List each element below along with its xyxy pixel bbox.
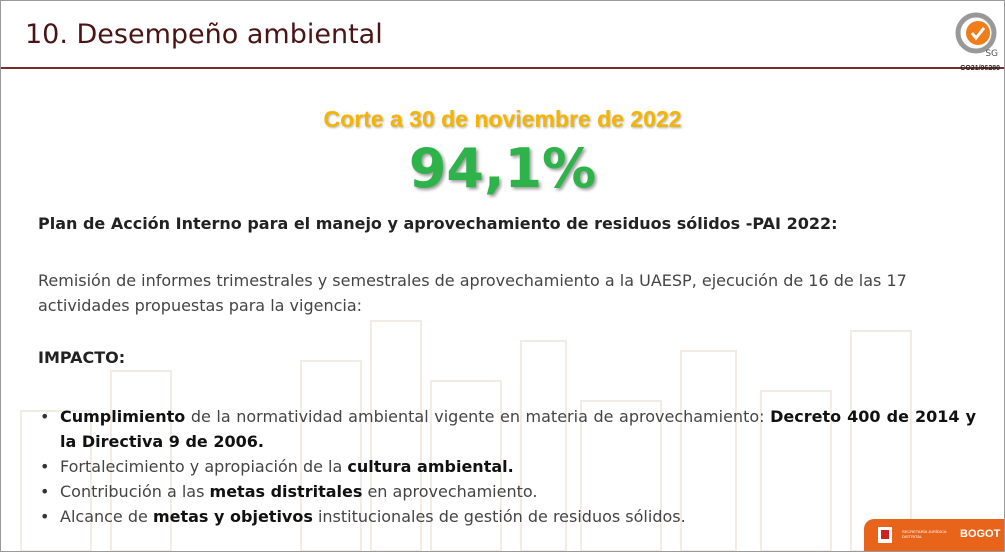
text: Alcance de xyxy=(60,507,153,526)
bold-text: Decreto 400 de 2014 y la Directiva 9 de … xyxy=(60,407,977,451)
certification-badge: SG CO21/96280 xyxy=(954,9,1000,79)
badge-mark: SG xyxy=(985,49,998,59)
headline-figure: 94,1% xyxy=(408,137,597,200)
subtitle: Corte a 30 de noviembre de 2022 xyxy=(323,106,682,132)
badge-code: CO21/96280 xyxy=(960,65,1000,72)
footer-logo: SECRETARÍA JURÍDICA DISTRITAL BOGOT xyxy=(864,519,1004,551)
text: institucionales de gestión de residuos s… xyxy=(312,507,686,526)
impact-title: IMPACTO: xyxy=(38,348,126,367)
plan-title: Plan de Acción Interno para el manejo y … xyxy=(38,214,838,233)
bullet-item: Alcance de metas y objetivos institucion… xyxy=(38,504,976,529)
bullet-item: Cumplimiento de la normatividad ambienta… xyxy=(38,404,976,454)
crest-icon xyxy=(878,527,892,543)
footer-entity: SECRETARÍA JURÍDICA DISTRITAL xyxy=(902,529,947,539)
bullet-list: Cumplimiento de la normatividad ambienta… xyxy=(38,404,976,529)
badge-icon xyxy=(955,12,997,54)
bold-text: Cumplimiento xyxy=(60,407,186,426)
text: en aprovechamiento. xyxy=(362,482,538,501)
bullet-item: Fortalecimiento y apropiación de la cult… xyxy=(38,454,976,479)
text: Contribución a las xyxy=(60,482,210,501)
bold-text: cultura ambiental. xyxy=(347,457,514,476)
paragraph: Remisión de informes trimestrales y seme… xyxy=(38,271,907,315)
bold-text: metas distritales xyxy=(209,482,363,501)
bullet-item: Contribución a las metas distritales en … xyxy=(38,479,976,504)
bold-text: metas y objetivos xyxy=(152,507,313,526)
footer-city: BOGOT xyxy=(960,528,1001,540)
text: Fortalecimiento y apropiación de la xyxy=(60,457,348,476)
slide-title: 10. Desempeño ambiental xyxy=(25,19,383,50)
header-rule xyxy=(1,67,1004,69)
text: de la normatividad ambiental vigente en … xyxy=(185,407,771,426)
